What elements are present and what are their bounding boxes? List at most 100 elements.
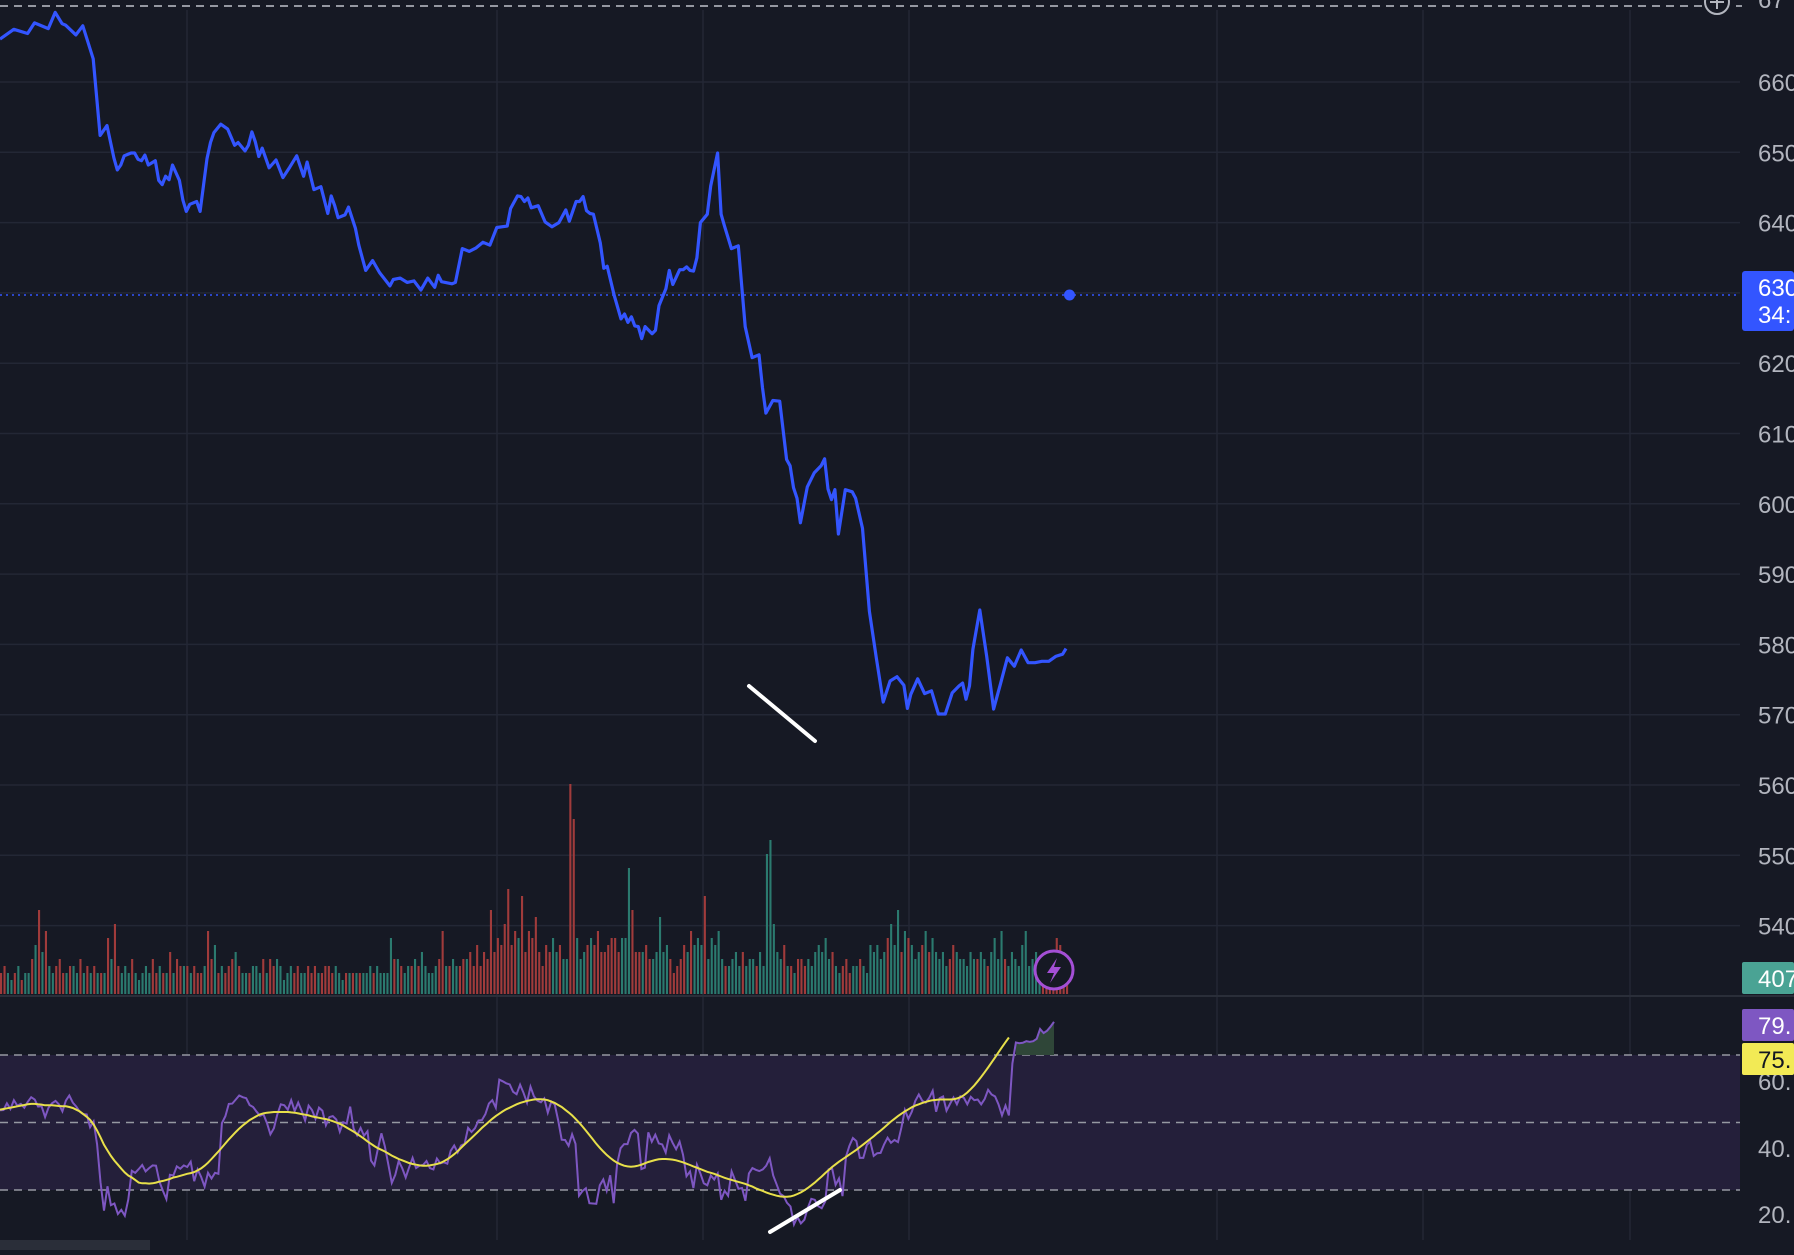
volume-bar (55, 966, 58, 994)
volume-bar (69, 966, 72, 994)
volume-bar (717, 931, 720, 994)
volume-bar (31, 959, 34, 994)
volume-bar (420, 952, 423, 994)
volume-bar (272, 966, 275, 994)
volume-bar (562, 959, 565, 994)
volume-bar (966, 966, 969, 994)
volume-bar (341, 980, 344, 994)
volume-bar (838, 973, 841, 994)
volume-bar (724, 966, 727, 994)
volume-bar (938, 959, 941, 994)
volume-bar (258, 973, 261, 994)
volume-bar (238, 966, 241, 994)
volume-bar (276, 959, 279, 994)
volume-bar (959, 959, 962, 994)
volume-bar (790, 966, 793, 994)
volume-bar (483, 952, 486, 994)
volume-bar (593, 945, 596, 994)
volume-bar (641, 952, 644, 994)
volume-bar (182, 966, 185, 994)
volume-bar (693, 945, 696, 994)
volume-bar (534, 917, 537, 994)
volume-bar (621, 938, 624, 994)
volume-bar (545, 945, 548, 994)
volume-bar (652, 959, 655, 994)
volume-bar (866, 973, 869, 994)
volume-bar (445, 966, 448, 994)
volume-bar (596, 931, 599, 994)
volume-bar (293, 973, 296, 994)
price-tick-570: 570 (1758, 703, 1794, 730)
volume-bar (148, 973, 151, 994)
volume-bar (655, 952, 658, 994)
volume-bar (265, 973, 268, 994)
volume-bar (196, 973, 199, 994)
volume-bar (890, 924, 893, 994)
volume-bar (431, 973, 434, 994)
lightning-bolt-icon[interactable] (1033, 949, 1075, 991)
volume-bar (627, 868, 630, 994)
volume-bar (489, 910, 492, 994)
price-tick-540: 540 (1758, 914, 1794, 941)
volume-bar (158, 966, 161, 994)
volume-bar (645, 945, 648, 994)
volume-bar (814, 952, 817, 994)
volume-bar (389, 938, 392, 994)
volume-bar (296, 966, 299, 994)
volume-bar (828, 959, 831, 994)
volume-bar (96, 973, 99, 994)
volume-bar (514, 931, 517, 994)
volume-bar (741, 952, 744, 994)
rsi-line (0, 1021, 1055, 1228)
volume-bar (759, 952, 762, 994)
volume-bar (721, 959, 724, 994)
volume-bar (310, 973, 313, 994)
volume-bar (679, 959, 682, 994)
volume-bar (189, 973, 192, 994)
volume-bar (831, 952, 834, 994)
volume-bar (393, 959, 396, 994)
volume-bar (969, 952, 972, 994)
volume-bar (65, 973, 68, 994)
volume-bar (117, 966, 120, 994)
horizontal-scrollbar[interactable] (0, 1240, 150, 1250)
volume-bar (797, 959, 800, 994)
volume-bar (707, 959, 710, 994)
grid (0, 10, 1740, 1240)
volume-bar (41, 952, 44, 994)
volume-bar (172, 973, 175, 994)
volume-bars (0, 784, 1069, 994)
volume-bar (410, 966, 413, 994)
price-tick-640: 640 (1758, 211, 1794, 238)
volume-bar (834, 966, 837, 994)
volume-bar (676, 966, 679, 994)
volume-bar (931, 938, 934, 994)
last-price-tag: 630 34: (1742, 271, 1794, 331)
volume-tag: 407 (1742, 962, 1794, 994)
volume-bar (862, 966, 865, 994)
volume-bar (44, 931, 47, 994)
volume-bar (334, 966, 337, 994)
volume-bar (690, 931, 693, 994)
volume-bar (807, 959, 810, 994)
last-price-tag-value: 630 (1758, 275, 1794, 302)
volume-bar (113, 924, 116, 994)
volume-bar (852, 966, 855, 994)
volume-bar (396, 959, 399, 994)
volume-bar (600, 952, 603, 994)
volume-bar (952, 945, 955, 994)
volume-bar (841, 966, 844, 994)
volume-bar (24, 973, 27, 994)
volume-bar (748, 959, 751, 994)
plus-circle-icon[interactable] (1702, 0, 1732, 15)
volume-bar (821, 952, 824, 994)
volume-bar (817, 945, 820, 994)
rsi-ma-line (0, 1036, 1010, 1198)
volume-bar (193, 966, 196, 994)
volume-bar (700, 945, 703, 994)
volume-bar (452, 959, 455, 994)
volume-bar (948, 959, 951, 994)
volume-bar (289, 966, 292, 994)
volume-bar (6, 973, 9, 994)
